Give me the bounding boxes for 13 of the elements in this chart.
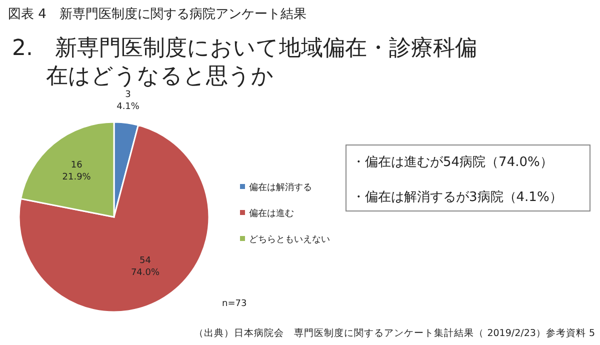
text: （出典）日本病院会 専門医制度に関するアンケート集計結果（ 2019/2/23）参考資料 5	[194, 327, 595, 339]
data-label: 54 74.0%	[130, 256, 160, 278]
pie-slice	[18, 124, 210, 313]
chart-title: 図表 4 新専門医制度に関する病院アンケート結果	[8, 6, 306, 22]
data-label: 16 21.9%	[62, 160, 92, 183]
text: ・偏在は解消するが3病院（4.1%）	[352, 190, 562, 205]
legend-label: どちらともいえない	[249, 235, 330, 245]
legend-label: 偏在は解消する	[249, 182, 312, 193]
text: n=73	[222, 299, 247, 309]
data-label: 3 4.1%	[116, 90, 140, 112]
text: ・偏在は進むが54病院（74.0%）	[352, 155, 553, 170]
legend-label: 偏在は進む	[249, 208, 294, 219]
chart-subtitle: 2. 新専門医制度において地域偏在・診療科偏在はどうなると思うか	[12, 36, 477, 89]
